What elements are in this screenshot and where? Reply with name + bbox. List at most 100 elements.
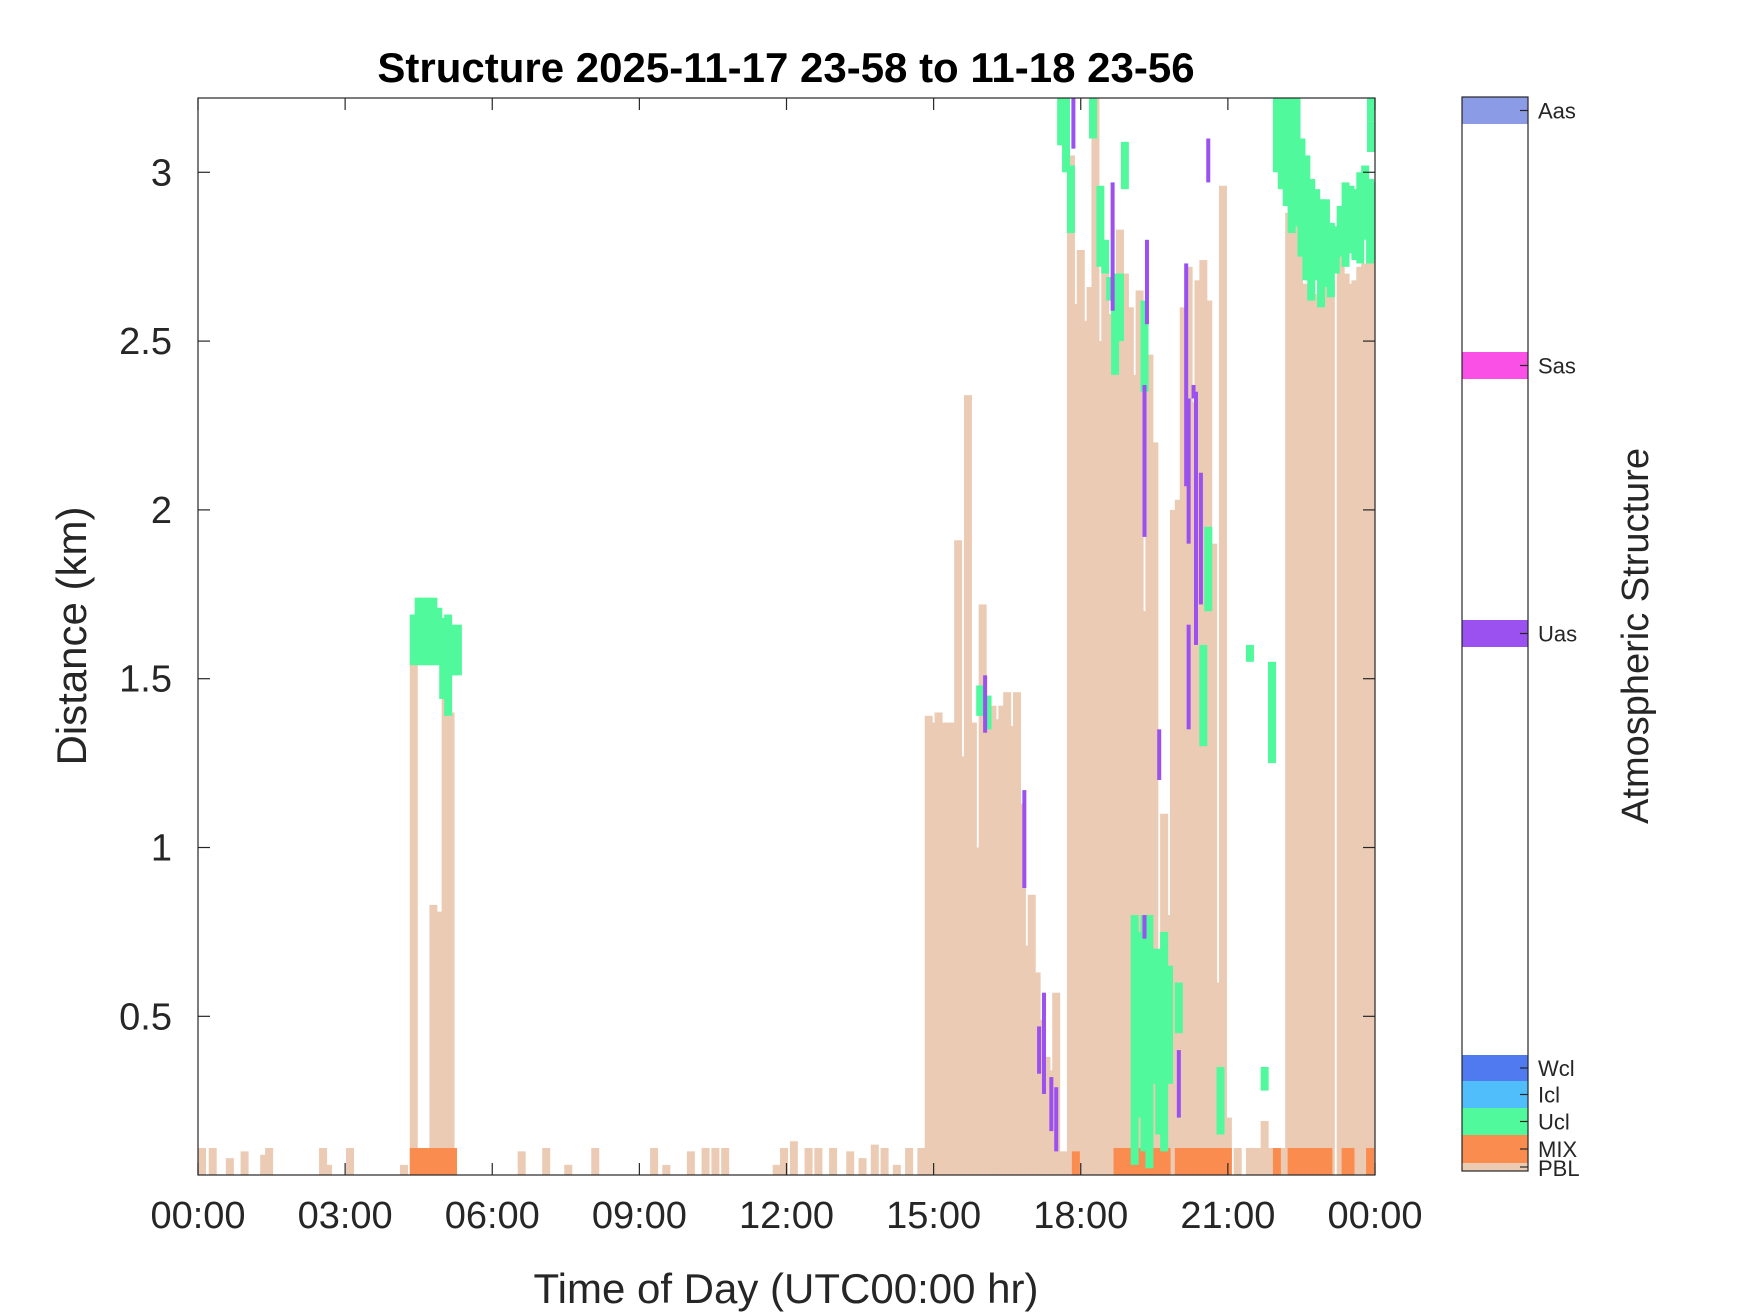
data-column	[1066, 155, 1075, 1175]
data-column	[591, 1147, 600, 1175]
data-column	[1174, 499, 1183, 1175]
colorbar-band-ucl	[1462, 1108, 1528, 1135]
data-column	[1312, 189, 1321, 281]
x-tick-label: 03:00	[298, 1195, 393, 1237]
data-column	[1091, 98, 1100, 1175]
data-column	[1022, 790, 1027, 889]
data-column	[1144, 239, 1149, 325]
data-column	[1346, 185, 1355, 254]
data-column	[1142, 915, 1147, 939]
data-column	[409, 661, 418, 1175]
y-tick-label: 1.5	[119, 659, 172, 701]
colorbar-label-pbl: PBL	[1538, 1156, 1580, 1181]
data-column	[1142, 384, 1147, 537]
data-column	[323, 1164, 332, 1175]
data-column	[721, 1147, 730, 1175]
data-column	[1140, 611, 1149, 1175]
data-column	[1106, 314, 1115, 1176]
data-column	[1120, 141, 1129, 190]
data-column	[1290, 222, 1299, 1175]
data-column	[1198, 472, 1203, 605]
data-column	[1218, 185, 1227, 1175]
colorbar-band-sas	[1462, 352, 1528, 379]
colorbar-band-uas	[1462, 620, 1528, 647]
data-column	[814, 1147, 823, 1175]
data-column	[662, 1164, 671, 1175]
data-column	[1101, 266, 1110, 1175]
data-column	[686, 1151, 695, 1175]
data-column	[1155, 948, 1164, 1135]
data-column	[1302, 155, 1311, 281]
data-column	[1076, 249, 1085, 1175]
data-column	[1115, 229, 1124, 1176]
data-column	[1277, 1147, 1286, 1175]
data-column	[444, 614, 453, 716]
data-column	[1140, 915, 1149, 1152]
x-tick-label: 00:00	[1327, 1195, 1422, 1237]
data-column	[1071, 98, 1076, 149]
data-column	[829, 1147, 838, 1175]
data-column	[1157, 1147, 1166, 1175]
data-column	[924, 715, 933, 1175]
data-column	[1111, 273, 1120, 375]
data-column	[983, 695, 992, 730]
data-column	[1324, 1147, 1333, 1175]
data-column	[1326, 222, 1335, 298]
data-column	[1292, 98, 1301, 227]
data-column	[1189, 401, 1198, 1175]
data-column	[346, 1147, 355, 1175]
data-column	[1110, 182, 1115, 311]
series-pbl	[198, 98, 1375, 1176]
colorbar-band-icl	[1462, 1081, 1528, 1108]
data-column	[1341, 1147, 1350, 1175]
data-column	[441, 695, 450, 1175]
colorbar-label-icl: Icl	[1538, 1083, 1560, 1108]
data-column	[1049, 1077, 1054, 1132]
data-column	[944, 722, 953, 1175]
data-column	[1081, 320, 1090, 1175]
data-column	[1317, 283, 1326, 1175]
data-column	[208, 1147, 217, 1175]
data-column	[804, 1147, 813, 1175]
data-column	[1059, 1151, 1068, 1175]
data-column	[1233, 1147, 1242, 1175]
data-column	[1111, 357, 1120, 1175]
data-column	[1174, 1147, 1183, 1175]
data-column	[1165, 965, 1174, 1084]
data-column	[650, 1147, 659, 1175]
data-column	[1287, 98, 1296, 234]
series-mix	[409, 1147, 1375, 1175]
data-column	[1130, 374, 1139, 1175]
data-column	[1317, 199, 1326, 308]
data-column	[1125, 307, 1134, 1175]
data-column	[949, 722, 958, 1175]
data-column	[517, 1151, 526, 1175]
y-axis-label: Distance (km)	[48, 506, 95, 765]
data-column	[1169, 509, 1178, 1175]
colorbar-band-pbl	[1462, 1163, 1528, 1171]
data-column	[1201, 1147, 1210, 1175]
colorbar-band-aas	[1462, 97, 1528, 124]
data-column	[1152, 1147, 1161, 1175]
data-column	[954, 540, 963, 1175]
data-column	[449, 1147, 458, 1175]
data-column	[1138, 1147, 1147, 1175]
data-column	[858, 1158, 867, 1175]
data-column	[424, 597, 433, 666]
data-column	[1204, 300, 1213, 1175]
data-column	[1367, 98, 1375, 122]
data-column	[1174, 982, 1183, 1034]
data-column	[1032, 972, 1041, 1175]
data-column	[1037, 1026, 1042, 1074]
data-column	[431, 1147, 440, 1175]
data-column	[1321, 199, 1330, 288]
data-column	[846, 1151, 855, 1175]
data-column	[1245, 1147, 1254, 1175]
data-column	[1309, 1147, 1318, 1175]
data-column	[978, 604, 987, 1175]
data-column	[436, 911, 445, 1175]
y-tick-label: 2	[151, 490, 172, 532]
data-column	[1272, 98, 1281, 173]
colorbar-band-mix	[1462, 1135, 1528, 1163]
data-column	[1216, 1066, 1225, 1135]
